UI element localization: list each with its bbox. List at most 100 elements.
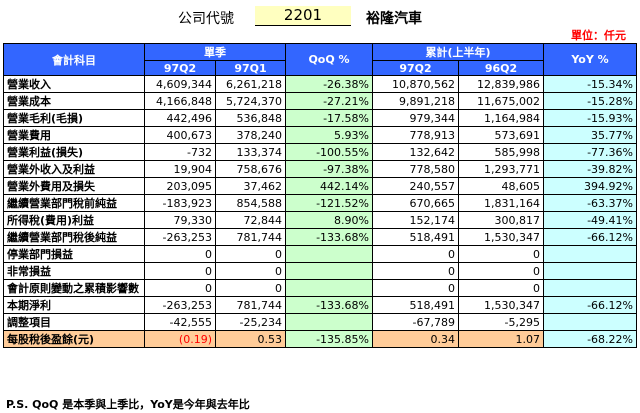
col-96q2-cumulative: 96Q2	[458, 60, 544, 76]
table-row: 繼續營業部門稅後純益 -263,253 781,744 -133.68% 518,491…	[3, 228, 637, 246]
table-row: 營業外費用及損失 203,095 37,462 442.14% 240,557 48,60…	[3, 177, 637, 195]
cell-q1: 203,095	[144, 177, 216, 195]
cell-qoq: 5.93%	[285, 126, 373, 144]
cell-q2: 0.53	[215, 330, 286, 348]
table-row: 每股稅後盈餘(元) (0.19) 0.53 -135.85% 0.34 1.07 -68.2…	[3, 330, 637, 348]
cell-q1: 79,330	[144, 211, 216, 229]
income-statement-table: 會計科目 單季 QoQ % 累計(上半年) YoY % 97Q2 97Q1 97…	[3, 43, 637, 348]
cell-q2: 72,844	[215, 211, 286, 229]
table-row: 非常損益 0 0 0 0	[3, 262, 637, 280]
cell-c2: 585,998	[458, 143, 544, 161]
cell-q1: 0	[144, 279, 216, 297]
table-row: 營業成本 4,166,848 5,724,370 -27.21% 9,891,218 11…	[3, 92, 637, 110]
cell-q1: -42,555	[144, 313, 216, 331]
cell-q1: -263,253	[144, 296, 216, 314]
cell-qoq: -17.58%	[285, 109, 373, 127]
cell-c1: 518,491	[372, 296, 459, 314]
cell-c2: 573,691	[458, 126, 544, 144]
cell-name: 非常損益	[3, 262, 145, 280]
cell-yoy: 394.92%	[543, 177, 637, 195]
cell-qoq: -121.52%	[285, 194, 373, 212]
group-cumulative-header: 累計(上半年)	[372, 43, 544, 61]
col-97q2-quarter: 97Q2	[144, 60, 216, 76]
cell-qoq: -27.21%	[285, 92, 373, 110]
cell-q1: 4,166,848	[144, 92, 216, 110]
cell-c1: 152,174	[372, 211, 459, 229]
cell-c2: 1,530,347	[458, 228, 544, 246]
cell-q1: 400,673	[144, 126, 216, 144]
table-row: 營業費用 400,673 378,240 5.93% 778,913 573,691 35.…	[3, 126, 637, 144]
cell-c1: 778,913	[372, 126, 459, 144]
cell-q2: 378,240	[215, 126, 286, 144]
cell-qoq: -97.38%	[285, 160, 373, 178]
cell-c2: 1,530,347	[458, 296, 544, 314]
table-row: 會計原則變動之累積影響數 0 0 0 0	[3, 279, 637, 297]
cell-q2: 6,261,218	[215, 75, 286, 93]
cell-name: 營業利益(損失)	[3, 143, 145, 161]
cell-yoy: -77.36%	[543, 143, 637, 161]
cell-yoy	[543, 245, 637, 263]
cell-yoy: -63.37%	[543, 194, 637, 212]
cell-qoq: -26.38%	[285, 75, 373, 93]
cell-name: 繼續營業部門稅後純益	[3, 228, 145, 246]
table-row: 本期淨利 -263,253 781,744 -133.68% 518,491 1,530,…	[3, 296, 637, 314]
company-name: 裕隆汽車	[366, 11, 422, 27]
cell-name: 營業毛利(毛損)	[3, 109, 145, 127]
cell-yoy: 35.77%	[543, 126, 637, 144]
cell-name: 營業費用	[3, 126, 145, 144]
cell-q2: 781,744	[215, 228, 286, 246]
table-row: 營業收入 4,609,344 6,261,218 -26.38% 10,870,562 1…	[3, 75, 637, 93]
cell-q2: 0	[215, 245, 286, 263]
table-body: 營業收入 4,609,344 6,261,218 -26.38% 10,870,562 1…	[3, 75, 637, 348]
cell-c1: -67,789	[372, 313, 459, 331]
col-97q2-cumulative: 97Q2	[372, 60, 459, 76]
cell-c1: 979,344	[372, 109, 459, 127]
cell-c2: 11,675,002	[458, 92, 544, 110]
cell-name: 營業成本	[3, 92, 145, 110]
cell-q2: 5,724,370	[215, 92, 286, 110]
cell-yoy: -66.12%	[543, 296, 637, 314]
cell-c2: 300,817	[458, 211, 544, 229]
table-row: 停業部門損益 0 0 0 0	[3, 245, 637, 263]
company-code: 2201	[255, 6, 351, 26]
cell-c2: -5,295	[458, 313, 544, 331]
group-quarter-header: 單季	[144, 43, 286, 61]
table-row: 調整項目 -42,555 -25,234 -67,789 -5,295	[3, 313, 637, 331]
footnote: P.S. QoQ 是本季與上季比，YoY是今年與去年比	[6, 398, 250, 411]
cell-yoy: -66.12%	[543, 228, 637, 246]
cell-qoq	[285, 279, 373, 297]
cell-q1: -263,253	[144, 228, 216, 246]
cell-q2: 0	[215, 279, 286, 297]
cell-qoq: -133.68%	[285, 296, 373, 314]
cell-yoy: -49.41%	[543, 211, 637, 229]
col-yoy-header: YoY %	[543, 43, 637, 76]
cell-qoq	[285, 313, 373, 331]
cell-c1: 518,491	[372, 228, 459, 246]
cell-c1: 670,665	[372, 194, 459, 212]
cell-name: 營業外收入及利益	[3, 160, 145, 178]
cell-yoy: -15.93%	[543, 109, 637, 127]
table-row: 營業外收入及利益 19,904 758,676 -97.38% 778,580 1,293…	[3, 160, 637, 178]
cell-q2: 781,744	[215, 296, 286, 314]
cell-c1: 240,557	[372, 177, 459, 195]
cell-qoq	[285, 245, 373, 263]
cell-q2: -25,234	[215, 313, 286, 331]
table-row: 所得稅(費用)利益 79,330 72,844 8.90% 152,174 300,817…	[3, 211, 637, 229]
cell-q1: -732	[144, 143, 216, 161]
cell-c2: 1,164,984	[458, 109, 544, 127]
cell-q2: 758,676	[215, 160, 286, 178]
company-code-label: 公司代號	[178, 11, 234, 27]
cell-c1: 0	[372, 262, 459, 280]
cell-c1: 0	[372, 245, 459, 263]
cell-name: 調整項目	[3, 313, 145, 331]
cell-qoq: -135.85%	[285, 330, 373, 348]
cell-yoy	[543, 262, 637, 280]
cell-name: 繼續營業部門稅前純益	[3, 194, 145, 212]
cell-c2: 48,605	[458, 177, 544, 195]
cell-c1: 10,870,562	[372, 75, 459, 93]
cell-qoq: -133.68%	[285, 228, 373, 246]
cell-name: 營業外費用及損失	[3, 177, 145, 195]
cell-yoy: -15.28%	[543, 92, 637, 110]
cell-q1: 19,904	[144, 160, 216, 178]
cell-q2: 37,462	[215, 177, 286, 195]
